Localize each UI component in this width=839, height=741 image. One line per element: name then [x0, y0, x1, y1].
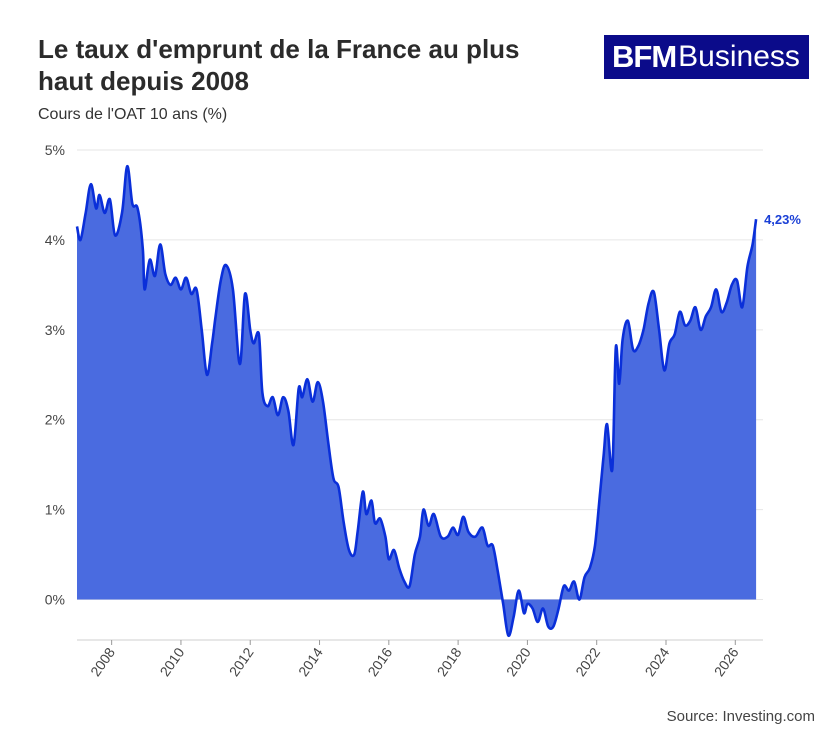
y-tick-label: 5%: [45, 142, 65, 158]
end-value-label: 4,23%: [764, 212, 801, 227]
chart-subtitle: Cours de l'OAT 10 ans (%): [38, 106, 228, 123]
x-tick-label: 2018: [434, 644, 465, 679]
y-tick-label: 2%: [45, 412, 65, 428]
x-tick-label: 2012: [226, 644, 257, 679]
bfm-business-logo: BFM Business: [604, 35, 809, 79]
x-tick-label: 2024: [641, 644, 672, 679]
source-note: Source: Investing.com: [666, 708, 815, 725]
series-area: [77, 166, 757, 636]
x-tick-label: 2022: [572, 644, 603, 679]
series-group: 4,23%: [75, 164, 801, 637]
x-tick-label: 2016: [364, 644, 395, 679]
y-tick-label: 1%: [45, 502, 65, 518]
series-line: [75, 164, 758, 637]
logo-suffix: Business: [678, 40, 800, 73]
x-tick-label: 2020: [503, 644, 534, 679]
y-axis: 0% 1% 2% 3% 4% 5%: [45, 142, 65, 608]
y-tick-label: 4%: [45, 232, 65, 248]
chart-title: Le taux d'emprunt de la France au plus h…: [38, 34, 520, 96]
logo-brand: BFM: [612, 39, 677, 74]
y-tick-label: 3%: [45, 322, 65, 338]
x-tick-label: 2014: [295, 644, 326, 679]
y-tick-label: 0%: [45, 592, 65, 608]
x-tick-label: 2010: [156, 644, 187, 679]
x-tick-label: 2008: [87, 644, 118, 679]
x-axis: 2008 2010 2012 2014 2016 2018 2020 2022 2024 2026: [77, 639, 763, 679]
x-tick-label: 2026: [711, 644, 742, 679]
